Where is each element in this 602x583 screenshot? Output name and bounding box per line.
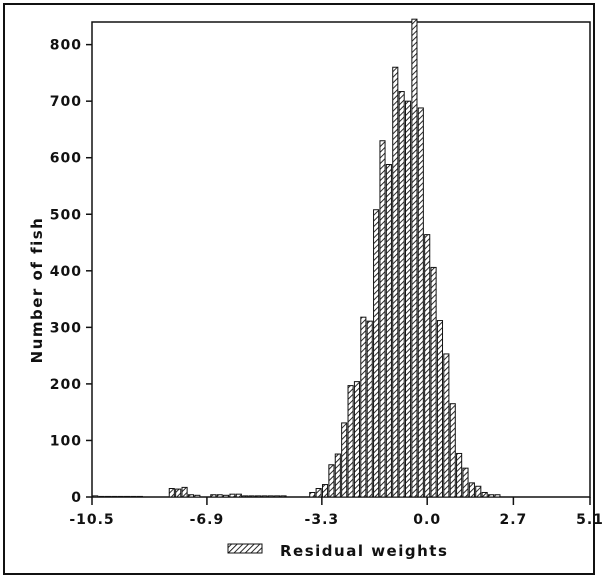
histogram-bar xyxy=(392,66,399,498)
histogram-bar xyxy=(187,494,195,498)
y-axis-label: Number of fish xyxy=(28,217,46,364)
histogram-bar xyxy=(468,482,475,498)
x-tick-label: -6.9 xyxy=(190,512,225,528)
histogram-bar xyxy=(404,100,412,498)
histogram-bar xyxy=(194,494,201,498)
histogram-bar xyxy=(462,467,469,498)
histogram-bar xyxy=(436,320,444,498)
histogram-bar xyxy=(98,495,105,498)
histogram-bar xyxy=(168,488,175,498)
y-tick-label: 500 xyxy=(50,207,82,223)
histogram-bar xyxy=(216,494,223,498)
y-tick-label: 600 xyxy=(50,151,82,167)
histogram-bar xyxy=(223,494,230,498)
histogram-bar xyxy=(117,495,124,498)
histogram-bar xyxy=(261,495,268,498)
legend-label: Residual weights xyxy=(280,542,448,560)
histogram-bar xyxy=(309,491,316,498)
y-tick-label: 800 xyxy=(50,38,82,54)
histogram-bar xyxy=(411,18,418,498)
histogram-bar xyxy=(353,381,361,498)
histogram-bar xyxy=(417,107,424,498)
histogram-bar xyxy=(124,495,131,498)
plot-area-frame xyxy=(91,21,591,498)
histogram-bar xyxy=(366,320,373,498)
y-tick-label: 0 xyxy=(71,490,82,506)
y-tick-label: 700 xyxy=(50,94,82,110)
histogram-bar xyxy=(254,495,262,498)
histogram-bar xyxy=(328,464,335,498)
x-tick-label: 2.7 xyxy=(499,512,527,528)
x-tick-label: -3.3 xyxy=(305,512,340,528)
y-tick-label: 100 xyxy=(50,433,82,449)
histogram-bar xyxy=(424,234,431,498)
histogram-bar xyxy=(104,495,112,498)
histogram-bar xyxy=(210,494,217,498)
histogram-bar xyxy=(280,495,287,498)
histogram-bar xyxy=(136,495,143,498)
histogram-bar xyxy=(334,453,341,498)
histogram-bar xyxy=(321,484,329,498)
figure-border xyxy=(3,3,595,575)
legend-swatch xyxy=(227,543,263,554)
y-tick-label: 400 xyxy=(50,264,82,280)
histogram-bar xyxy=(267,495,274,498)
histogram-bar xyxy=(274,495,281,498)
histogram-bar xyxy=(481,491,488,498)
y-tick-label: 300 xyxy=(50,320,82,336)
legend: Residual weights xyxy=(227,542,448,560)
histogram-bar xyxy=(92,495,99,498)
histogram-bar xyxy=(456,452,463,498)
histogram-bar xyxy=(373,209,380,498)
histogram-bar xyxy=(347,385,354,498)
histogram-bar xyxy=(494,494,501,498)
histogram-bar xyxy=(248,495,255,498)
histogram-bar xyxy=(430,266,437,498)
histogram-bar xyxy=(398,91,405,498)
histogram-bar xyxy=(229,493,236,498)
histogram-bar xyxy=(385,164,392,498)
histogram-bar xyxy=(443,353,450,498)
histogram-bar xyxy=(111,495,118,498)
y-tick-label: 200 xyxy=(50,377,82,393)
histogram-bar xyxy=(315,488,322,498)
histogram-bar xyxy=(449,403,456,498)
histogram-bar xyxy=(379,140,386,498)
histogram-bar xyxy=(475,485,482,498)
x-tick-label: 5.1 xyxy=(576,512,602,528)
x-tick-label: 0.0 xyxy=(413,512,441,528)
histogram-bar xyxy=(487,494,495,498)
x-tick-label: -10.5 xyxy=(69,512,114,528)
histogram-bar xyxy=(181,486,188,498)
histogram-bar xyxy=(130,495,137,498)
histogram-bar xyxy=(341,422,348,498)
histogram-bar xyxy=(175,488,182,498)
histogram-bar xyxy=(360,316,367,498)
histogram-bar xyxy=(235,493,242,498)
histogram-bar xyxy=(242,495,249,498)
